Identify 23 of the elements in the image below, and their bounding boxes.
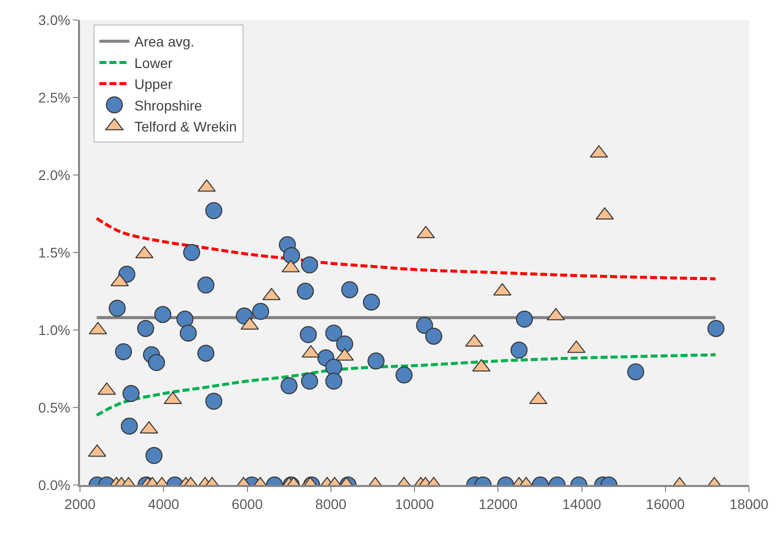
legend-label: Lower	[134, 54, 173, 71]
x-tick-label: 2000	[64, 496, 96, 512]
y-tick-label: 2.0%	[38, 166, 70, 183]
x-tick-label: 12000	[478, 496, 518, 512]
y-tick-label: 1.5%	[38, 244, 70, 260]
y-tick-label: 0.0%	[38, 476, 70, 493]
legend-label: Shropshire	[134, 97, 202, 114]
line-series	[95, 353, 718, 417]
y-tick-label: 3.0%	[38, 12, 70, 28]
x-tick-label: 10000	[395, 496, 434, 512]
x-tick-label: 14000	[562, 496, 602, 512]
y-tick-label: 0.5%	[38, 399, 70, 416]
x-tick-label: 18000	[730, 496, 769, 512]
x-tick-label: 6000	[232, 496, 264, 512]
legend-label: Area avg.	[134, 34, 194, 50]
legend-label: Telford & Wrekin	[134, 118, 237, 135]
y-tick-label: 1.0%	[38, 322, 70, 338]
line-series	[95, 216, 718, 280]
legend-label: Upper	[134, 76, 173, 92]
x-tick-label: 4000	[148, 496, 180, 512]
x-tick-label: 16000	[646, 496, 686, 512]
y-tick-label: 2.5%	[38, 89, 70, 106]
x-tick-label: 8000	[315, 496, 347, 512]
